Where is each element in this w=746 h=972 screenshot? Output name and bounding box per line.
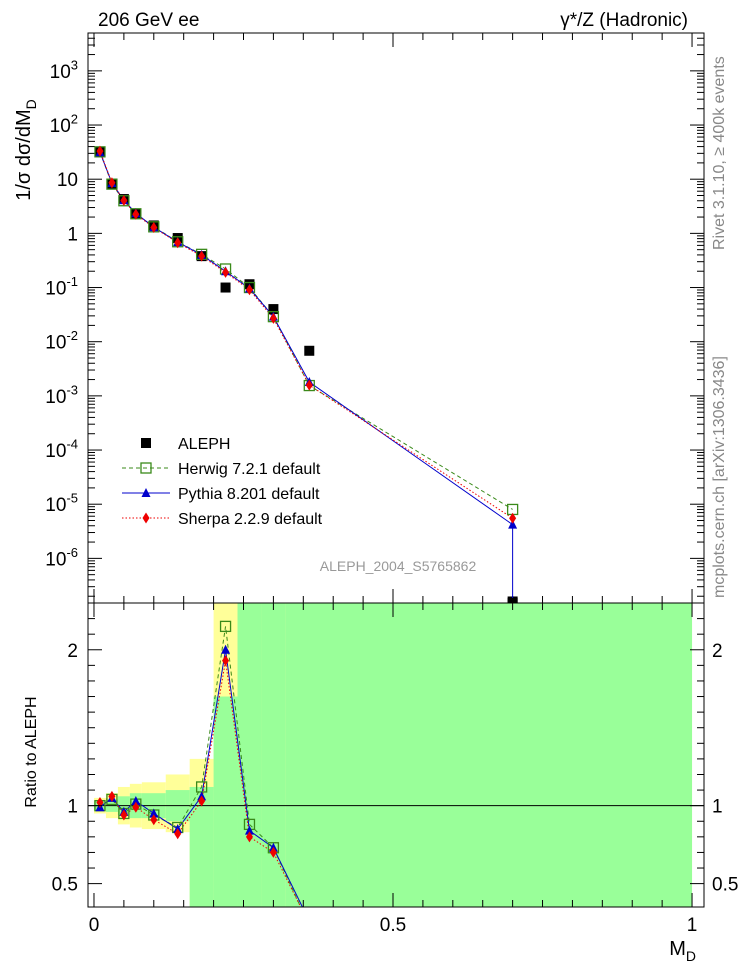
sherpa-ratio-point bbox=[132, 801, 140, 813]
upper-y-tick-label: 10-5 bbox=[45, 491, 78, 517]
upper-y-tick-label: 102 bbox=[50, 111, 78, 137]
sherpa-point bbox=[96, 145, 104, 157]
aleph-point bbox=[304, 345, 315, 356]
legend-sherpa-marker bbox=[142, 512, 150, 524]
sherpa-ratio-point bbox=[269, 846, 277, 858]
lower-y-tick-label-right: 2 bbox=[712, 641, 723, 662]
lower-y-axis-label: Ratio to ALEPH bbox=[23, 696, 40, 807]
legend-pythia-marker bbox=[141, 488, 151, 497]
upper-y-axis-label: 1/σ dσ/dMD bbox=[13, 99, 39, 201]
legend: ALEPH Herwig 7.2.1 default Pythia 8.201 de… bbox=[122, 436, 323, 528]
pythia-ratio-point bbox=[149, 808, 159, 818]
lower-y-tick-label-left: 0.5 bbox=[52, 875, 78, 896]
inner-uncertainty-band bbox=[189, 786, 214, 907]
pythia-ratio-point bbox=[131, 795, 141, 805]
sherpa-ratio-point bbox=[174, 828, 182, 840]
rivet-label: Rivet 3.1.10, ≥ 400k events bbox=[711, 56, 728, 250]
upper-y-tick-label: 10 bbox=[57, 170, 78, 191]
sherpa-point bbox=[120, 194, 128, 206]
herwig-line bbox=[99, 151, 513, 510]
upper-y-tick-label: 103 bbox=[50, 57, 78, 83]
upper-y-tick-label: 10-1 bbox=[45, 274, 78, 300]
sherpa-line bbox=[99, 150, 513, 519]
ratio-plot-panel: 2 2 1 1 0.5 0.5 0 0.5 1 bbox=[52, 602, 738, 936]
lower-frame bbox=[87, 602, 705, 908]
lower-y-tick-label-left: 2 bbox=[67, 641, 78, 662]
herwig-ratio-point bbox=[219, 620, 232, 633]
legend-herwig-label: Herwig 7.2.1 default bbox=[178, 461, 321, 478]
upper-y-axis-label-text: 1/σ dσ/dMD bbox=[13, 99, 39, 201]
lower-y-tick-label-left: 1 bbox=[67, 797, 78, 818]
sherpa-point bbox=[269, 312, 277, 324]
aleph-point bbox=[220, 282, 231, 293]
sherpa-point bbox=[305, 379, 313, 391]
inner-uncertainty-band bbox=[261, 603, 286, 907]
lower-y-tick-label-right: 1 bbox=[712, 797, 723, 818]
sherpa-point bbox=[198, 250, 206, 262]
sherpa-point bbox=[245, 284, 253, 296]
upper-y-tick-label: 10-2 bbox=[45, 328, 78, 354]
x-tick-label: 0.5 bbox=[380, 915, 406, 936]
aleph-point bbox=[268, 304, 279, 315]
pythia-ratio-point bbox=[244, 825, 254, 835]
legend-sherpa-label: Sherpa 2.2.9 default bbox=[178, 511, 323, 528]
legend-aleph-label: ALEPH bbox=[178, 436, 230, 453]
pythia-point bbox=[508, 519, 518, 529]
mcplots-label: mcplots.cern.ch [arXiv:1306.3436] bbox=[711, 356, 728, 598]
inner-uncertainty-band bbox=[213, 696, 238, 907]
x-tick-label: 1 bbox=[687, 915, 698, 936]
upper-y-tick-label: 10-6 bbox=[45, 545, 78, 571]
sherpa-point bbox=[132, 208, 140, 220]
legend-pythia-label: Pythia 8.201 default bbox=[178, 486, 320, 503]
lower-y-tick-label-right: 0.5 bbox=[712, 875, 738, 896]
sherpa-ratio-point bbox=[150, 814, 158, 826]
upper-y-tick-label: 10-4 bbox=[45, 436, 78, 462]
sherpa-ratio-point bbox=[120, 809, 128, 821]
sherpa-point bbox=[509, 512, 517, 524]
upper-y-tick-label: 1 bbox=[67, 224, 78, 245]
sherpa-point bbox=[222, 266, 230, 278]
x-tick-label: 0 bbox=[89, 915, 100, 936]
sherpa-point bbox=[150, 222, 158, 234]
sherpa-ratio-point bbox=[108, 790, 116, 802]
legend-aleph-marker bbox=[141, 438, 151, 448]
sherpa-ratio-point bbox=[245, 831, 253, 843]
sherpa-ratio-point bbox=[198, 795, 206, 807]
inner-uncertainty-band bbox=[285, 603, 693, 907]
pythia-ratio-point bbox=[221, 644, 231, 654]
sherpa-point bbox=[108, 177, 116, 189]
legend-herwig-marker bbox=[140, 462, 152, 474]
upper-y-tick-label: 10-3 bbox=[45, 382, 78, 408]
inner-uncertainty-band bbox=[237, 603, 262, 907]
x-axis-label: MD bbox=[669, 938, 696, 964]
header-right: γ*/Z (Hadronic) bbox=[560, 10, 688, 31]
sherpa-point bbox=[174, 237, 182, 249]
watermark: ALEPH_2004_S5765862 bbox=[320, 558, 477, 574]
sherpa-ratio-point bbox=[222, 655, 230, 667]
header-left: 206 GeV ee bbox=[98, 10, 199, 31]
